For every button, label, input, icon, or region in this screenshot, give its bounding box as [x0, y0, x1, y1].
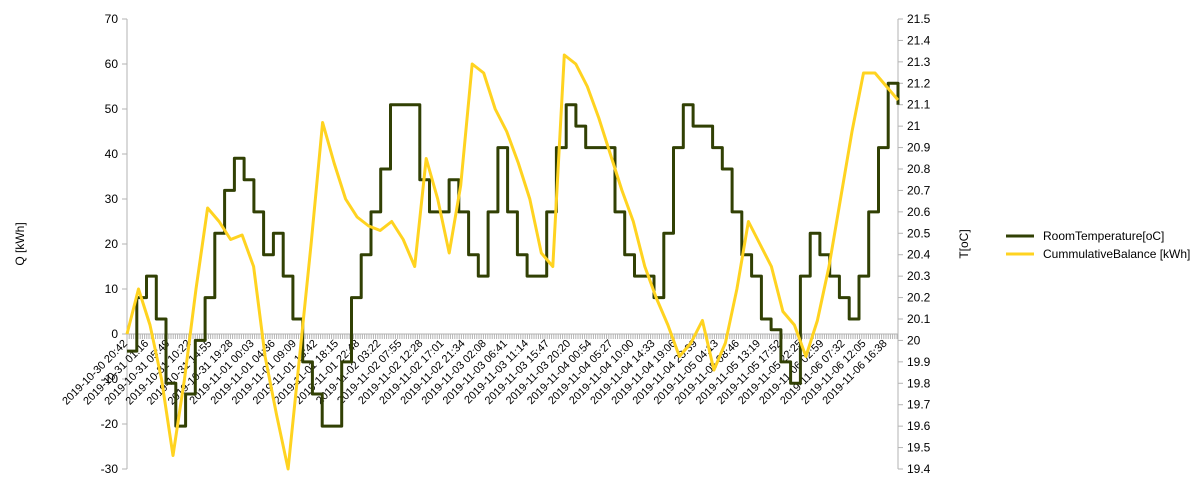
y-left-tick-label: 40: [105, 147, 119, 161]
legend: RoomTemperature[oC] CummulativeBalance […: [1006, 229, 1190, 261]
y-right-tick-label: 20.3: [907, 269, 931, 283]
y-right-tick-label: 21.3: [907, 55, 931, 69]
y-right-tick-label: 20.6: [907, 205, 931, 219]
y-right-tick-label: 21: [907, 119, 921, 133]
y-right-tick-label: 21.4: [907, 33, 931, 47]
y-right-tick-label: 20.1: [907, 312, 931, 326]
y-right-tick-label: 20.4: [907, 248, 931, 262]
y-left-tick-label: -10: [101, 372, 119, 386]
y-left-tick-label: 10: [105, 282, 119, 296]
y-left-tick-label: 30: [105, 192, 119, 206]
y-right-tick-label: 20.5: [907, 226, 931, 240]
y-left-tick-label: 70: [105, 12, 119, 26]
y-right-tick-label: 20.9: [907, 141, 931, 155]
y-axis-left-ticks: -30 -20 -10 0 10 20 30 40 50 60 70: [101, 12, 127, 476]
y-left-tick-label: 50: [105, 102, 119, 116]
legend-label-cummulative-balance: CummulativeBalance [kWh]: [1043, 247, 1190, 261]
y-left-tick-label: -30: [101, 462, 119, 476]
y-right-tick-label: 21.1: [907, 98, 931, 112]
y-right-tick-label: 20.7: [907, 183, 931, 197]
y-left-tick-label: 60: [105, 57, 119, 71]
y-left-tick-label: -20: [101, 417, 119, 431]
y-right-tick-label: 19.7: [907, 398, 931, 412]
series-layer: [125, 53, 900, 471]
y-right-tick-label: 20.8: [907, 162, 931, 176]
y-axis-right-ticks: 19.4 19.5 19.6 19.7 19.8 19.9 20 20.1 20.2 20.3 20…: [898, 12, 931, 476]
y-right-tick-label: 21.5: [907, 12, 931, 26]
series-line-cummulative-balance: [125, 53, 900, 471]
y-left-tick-label: 20: [105, 237, 119, 251]
y-right-tick-label: 19.9: [907, 355, 931, 369]
y-left-tick-label: 0: [111, 327, 118, 341]
y-right-tick-label: 20: [907, 333, 921, 347]
y-right-tick-label: 19.8: [907, 376, 931, 390]
y-right-tick-label: 19.6: [907, 419, 931, 433]
series-line-room-temperature: [127, 81, 900, 428]
y-axis-right-title: T[oC]: [957, 229, 971, 258]
legend-label-room-temperature: RoomTemperature[oC]: [1043, 229, 1164, 243]
y-right-tick-label: 21.2: [907, 76, 931, 90]
y-right-tick-label: 20.2: [907, 291, 931, 305]
y-right-tick-label: 19.5: [907, 441, 931, 455]
y-right-tick-label: 19.4: [907, 462, 931, 476]
y-axis-left-title: Q [kWh]: [13, 222, 27, 265]
